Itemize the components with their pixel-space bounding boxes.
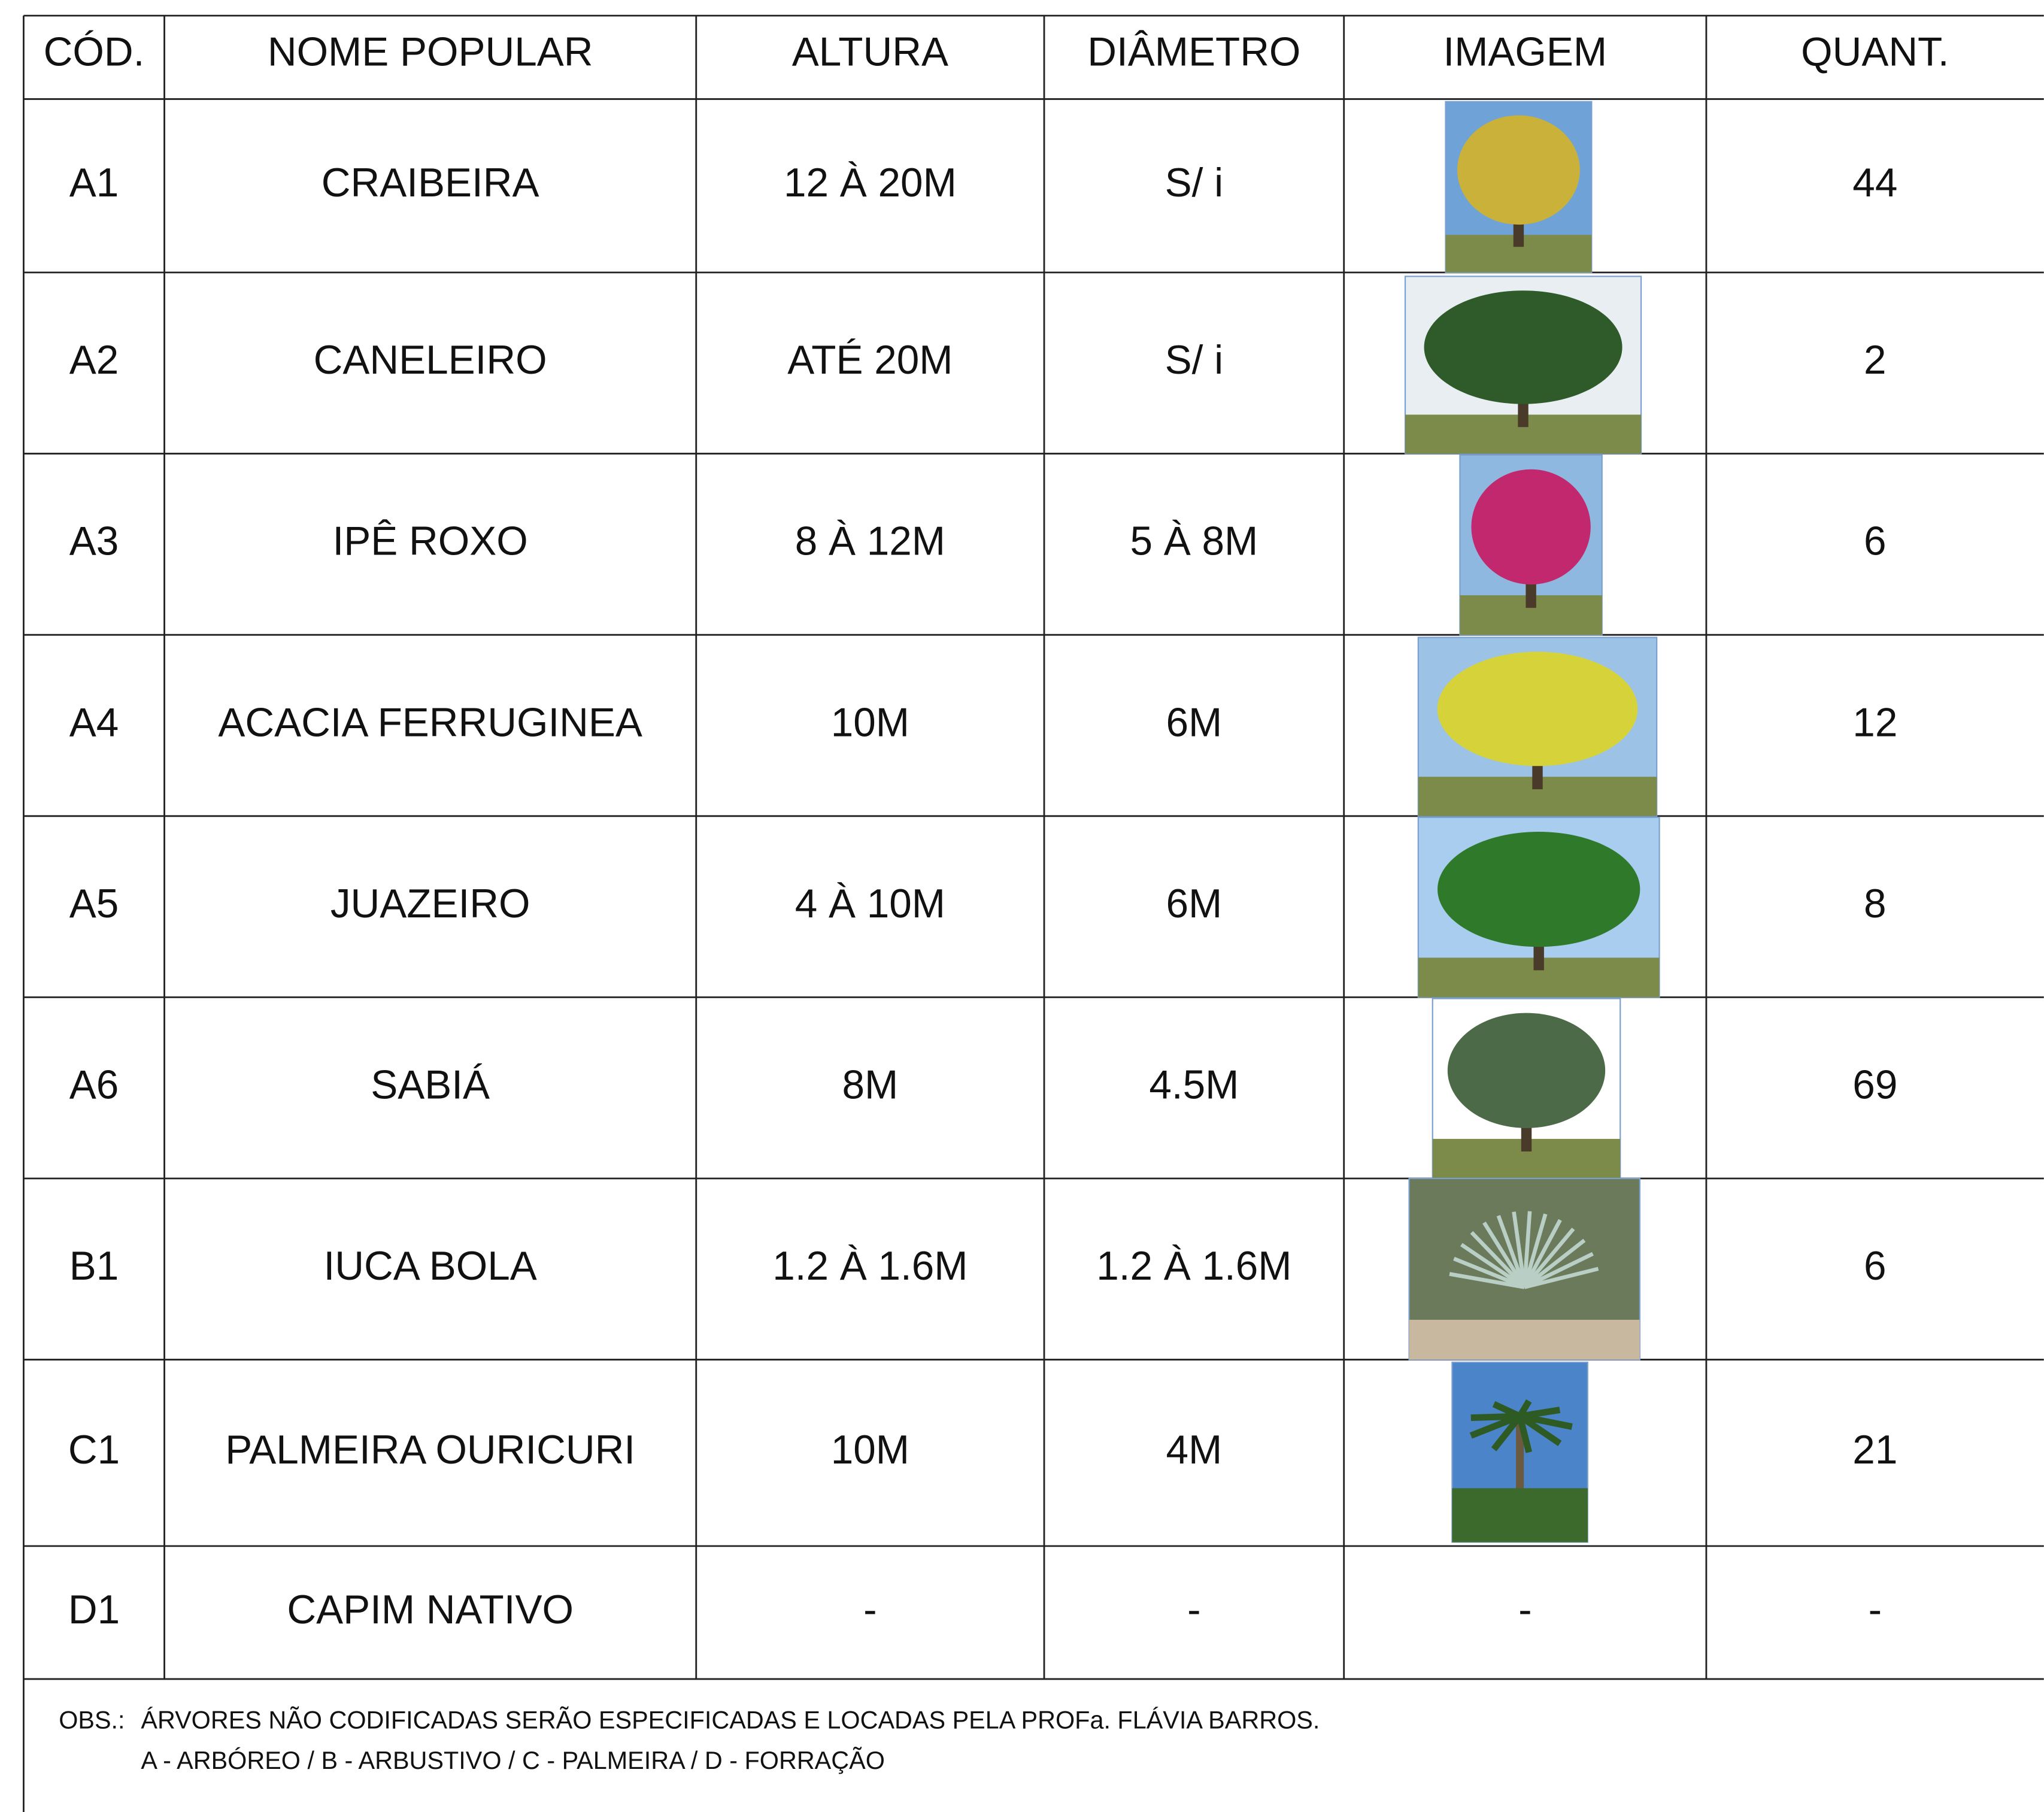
code-cell: A4 — [69, 700, 119, 745]
height-cell: 1.2 À 1.6M — [772, 1244, 968, 1289]
crown — [1438, 652, 1638, 766]
height-cell: 8 À 12M — [795, 519, 945, 564]
name-cell: CAPIM NATIVO — [287, 1587, 574, 1632]
header-cell: DIÂMETRO — [1087, 29, 1300, 74]
diameter-cell: - — [1187, 1587, 1200, 1632]
frond — [1471, 1416, 1520, 1418]
plant-photo — [1405, 277, 1641, 454]
species-table: OBS.: ÁRVORES NÃO CODIFICADAS SERÃO ESPE… — [0, 0, 2044, 1812]
note: A - ARBÓREO / B - ARBUSTIVO / C - PALMEI… — [141, 1747, 885, 1774]
height-cell: ATÉ 20M — [787, 338, 953, 383]
plant-photo — [1452, 1362, 1587, 1542]
diameter-cell: 4.5M — [1149, 1063, 1239, 1108]
height-cell: 10M — [831, 1428, 909, 1472]
header-cell: ALTURA — [792, 29, 948, 74]
crown — [1448, 1013, 1605, 1128]
quantity-cell: - — [1869, 1587, 1882, 1632]
quantity-cell: 44 — [1852, 160, 1897, 205]
crown — [1457, 116, 1580, 225]
code-cell: A3 — [69, 519, 119, 564]
bush — [1452, 1488, 1587, 1542]
name-cell: SABIÁ — [371, 1063, 490, 1108]
quantity-cell: 6 — [1864, 1244, 1887, 1289]
header-cell: NOME POPULAR — [268, 29, 593, 74]
photo-ground — [1409, 1320, 1640, 1360]
diameter-cell: 6M — [1166, 881, 1222, 926]
name-cell: JUAZEIRO — [330, 881, 530, 926]
name-cell: IUCA BOLA — [324, 1244, 537, 1289]
crown — [1438, 832, 1640, 947]
code-cell: A1 — [69, 160, 119, 205]
name-cell: PALMEIRA OURICURI — [225, 1428, 635, 1472]
name-cell: CRAIBEIRA — [322, 160, 539, 205]
quantity-cell: 69 — [1852, 1063, 1897, 1108]
name-cell: IPÊ ROXO — [333, 519, 528, 564]
note: ÁRVORES NÃO CODIFICADAS SERÃO ESPECIFICA… — [141, 1707, 1320, 1734]
crown — [1424, 290, 1623, 404]
quantity-cell: 6 — [1864, 519, 1887, 564]
plant-photo — [1433, 999, 1620, 1178]
quantity-cell: 21 — [1852, 1428, 1897, 1472]
code-cell: A5 — [69, 881, 119, 926]
quantity-cell: 8 — [1864, 881, 1887, 926]
height-cell: 8M — [842, 1063, 899, 1108]
code-cell: D1 — [68, 1587, 120, 1632]
height-cell: 10M — [831, 700, 909, 745]
plant-photo — [1446, 102, 1592, 272]
header-cell: IMAGEM — [1443, 29, 1607, 74]
plant-photo — [1409, 1178, 1640, 1360]
diameter-cell: S/ i — [1165, 160, 1223, 205]
diameter-cell: 5 À 8M — [1130, 519, 1258, 564]
crown — [1471, 469, 1590, 584]
height-cell: 4 À 10M — [795, 881, 945, 926]
name-cell: ACACIA FERRUGINEA — [218, 700, 642, 745]
plant-photo — [1460, 455, 1602, 635]
code-cell: C1 — [68, 1428, 120, 1472]
quantity-cell: 12 — [1852, 700, 1897, 745]
quantity-cell: 2 — [1864, 338, 1887, 383]
header-cell: CÓD. — [44, 29, 145, 74]
diameter-cell: S/ i — [1165, 338, 1223, 383]
code-cell: A2 — [69, 338, 119, 383]
notes-label: OBS.: — [59, 1707, 125, 1734]
plant-photo — [1418, 638, 1657, 816]
name-cell: CANELEIRO — [314, 338, 547, 383]
height-cell: 12 À 20M — [784, 160, 957, 205]
diameter-cell: 1.2 À 1.6M — [1096, 1244, 1291, 1289]
code-cell: A6 — [69, 1063, 119, 1108]
image-cell: - — [1518, 1587, 1532, 1632]
diameter-cell: 4M — [1166, 1428, 1222, 1472]
diameter-cell: 6M — [1166, 700, 1222, 745]
header-cell: QUANT. — [1801, 29, 1949, 74]
plant-photo — [1418, 817, 1660, 997]
code-cell: B1 — [69, 1244, 119, 1289]
height-cell: - — [863, 1587, 877, 1632]
